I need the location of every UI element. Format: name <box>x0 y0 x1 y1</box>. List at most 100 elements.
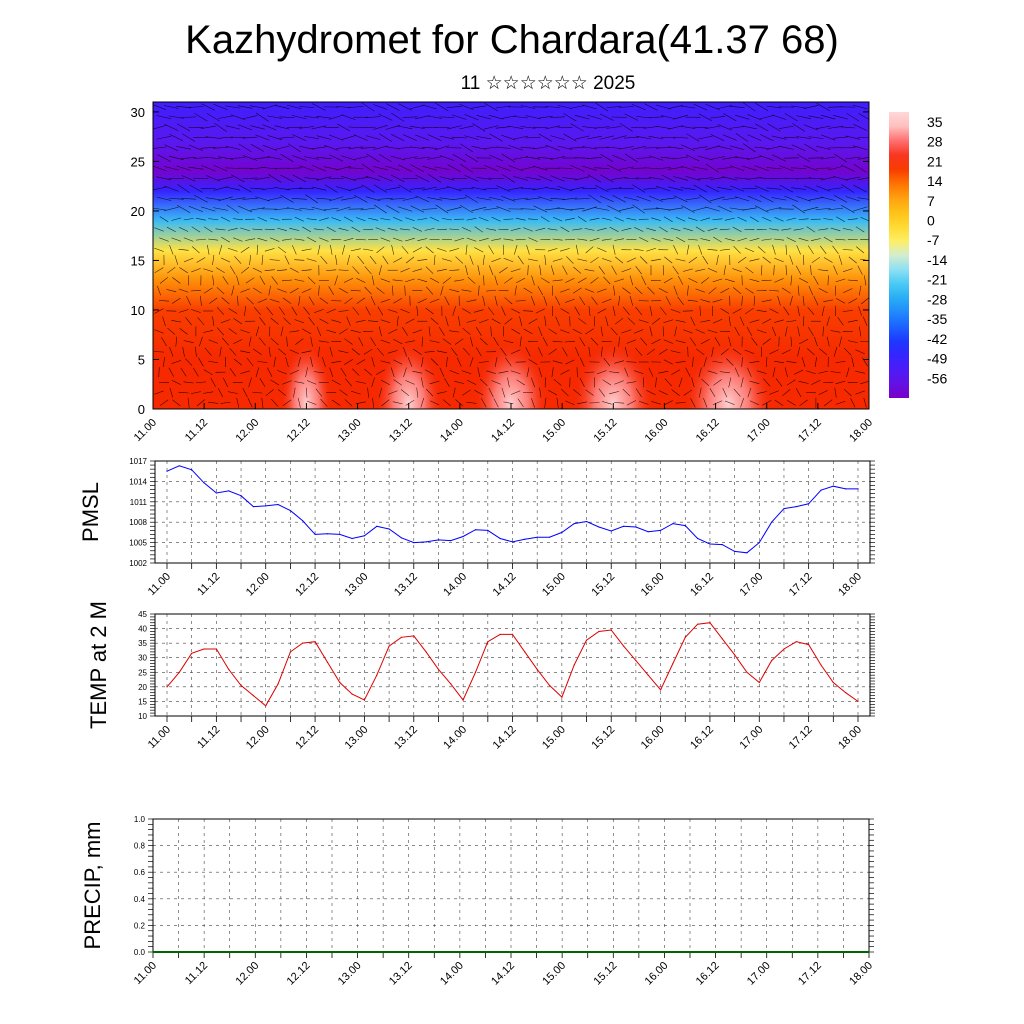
wind-arrow <box>852 145 868 151</box>
wind-arrow <box>178 288 189 293</box>
wind-arrow <box>225 186 241 191</box>
wind-arrow <box>498 370 509 374</box>
wind-arrow <box>737 256 747 264</box>
wind-arrow <box>695 288 705 293</box>
wind-arrow <box>233 339 243 345</box>
wind-arrow <box>426 286 434 295</box>
colorbar-label: 0 <box>927 212 935 228</box>
wind-arrow <box>834 387 837 398</box>
wind-arrow <box>656 104 671 110</box>
data-point <box>178 951 180 953</box>
wind-arrow <box>756 290 767 292</box>
wind-arrow <box>574 135 590 140</box>
wind-arrow <box>726 358 734 366</box>
wind-arrow <box>712 400 723 406</box>
data-point <box>203 951 205 953</box>
wind-arrow <box>796 136 812 139</box>
wind-arrow <box>188 106 204 108</box>
x-tick-label: 15.12 <box>591 960 619 988</box>
wind-arrow <box>269 237 280 242</box>
wind-arrow <box>218 196 233 202</box>
wind-arrow <box>179 328 188 335</box>
wind-arrow <box>778 125 794 129</box>
wind-arrow <box>700 238 711 241</box>
wind-arrow <box>501 387 506 398</box>
wind-arrow <box>454 237 465 242</box>
wind-arrow <box>585 389 594 396</box>
wind-arrow <box>378 265 382 276</box>
wind-arrow <box>218 176 233 181</box>
wind-arrow <box>336 186 351 191</box>
wind-arrow <box>783 136 799 139</box>
data-point <box>820 489 822 491</box>
wind-arrow <box>707 267 718 273</box>
wind-arrow <box>845 135 861 140</box>
wind-arrow <box>851 357 855 367</box>
wind-arrow <box>412 329 423 334</box>
wind-arrow <box>766 167 782 170</box>
wind-arrow <box>565 298 575 303</box>
x-tick-label: 11.00 <box>132 417 159 444</box>
data-point <box>425 541 427 543</box>
wind-arrow <box>535 227 546 231</box>
wind-arrow <box>799 399 808 406</box>
wind-arrow <box>402 196 418 201</box>
wind-arrow <box>370 296 376 306</box>
wind-arrow <box>422 165 437 171</box>
data-point <box>598 630 600 633</box>
wind-arrow <box>671 369 681 375</box>
wind-arrow <box>454 338 464 345</box>
wind-arrow <box>363 330 374 332</box>
wind-arrow <box>589 237 600 242</box>
wind-arrow <box>574 306 580 316</box>
wind-arrow <box>390 197 406 200</box>
wind-arrow <box>757 246 766 254</box>
wind-arrow <box>153 351 165 353</box>
wind-arrow <box>552 360 563 364</box>
wind-arrow <box>538 133 552 142</box>
wind-arrow <box>680 187 696 190</box>
wind-arrow <box>707 249 718 251</box>
wind-arrow <box>196 399 205 407</box>
x-tick-label: 15.00 <box>540 417 568 445</box>
wind-arrow <box>663 319 674 323</box>
wind-arrow <box>392 285 394 296</box>
wind-arrow <box>563 113 577 122</box>
wind-arrow <box>733 388 741 397</box>
wind-arrow <box>410 164 425 173</box>
wind-arrow <box>278 348 286 356</box>
wind-arrow <box>364 368 373 376</box>
wind-arrow <box>261 397 264 408</box>
data-point <box>252 695 254 697</box>
wind-arrow <box>819 245 827 254</box>
wind-arrow <box>331 379 341 386</box>
wind-arrow <box>602 379 612 386</box>
data-point <box>795 641 797 643</box>
data-point <box>240 495 242 497</box>
wind-arrow <box>338 269 349 271</box>
data-point <box>511 541 514 543</box>
wind-arrow <box>315 388 323 397</box>
wind-arrow <box>646 390 656 396</box>
wind-arrow <box>156 176 172 181</box>
wind-arrow <box>538 326 543 337</box>
wind-arrow <box>319 217 329 221</box>
colorbar-label: -21 <box>927 272 947 288</box>
wind-arrow <box>427 134 442 141</box>
wind-arrow <box>301 269 312 271</box>
data-point <box>446 951 448 953</box>
wind-arrow <box>774 399 784 406</box>
wind-arrow <box>189 184 203 193</box>
wind-arrow <box>240 246 250 253</box>
wind-arrow <box>572 287 582 294</box>
data-point <box>536 536 538 538</box>
wind-arrow <box>803 254 805 266</box>
wind-arrow <box>405 399 415 406</box>
wind-arrow <box>640 337 648 346</box>
wind-arrow <box>598 388 606 397</box>
wind-arrow <box>197 317 205 326</box>
wind-arrow <box>562 347 568 357</box>
wind-arrow <box>203 330 214 333</box>
colorbar-label: -28 <box>927 291 947 307</box>
